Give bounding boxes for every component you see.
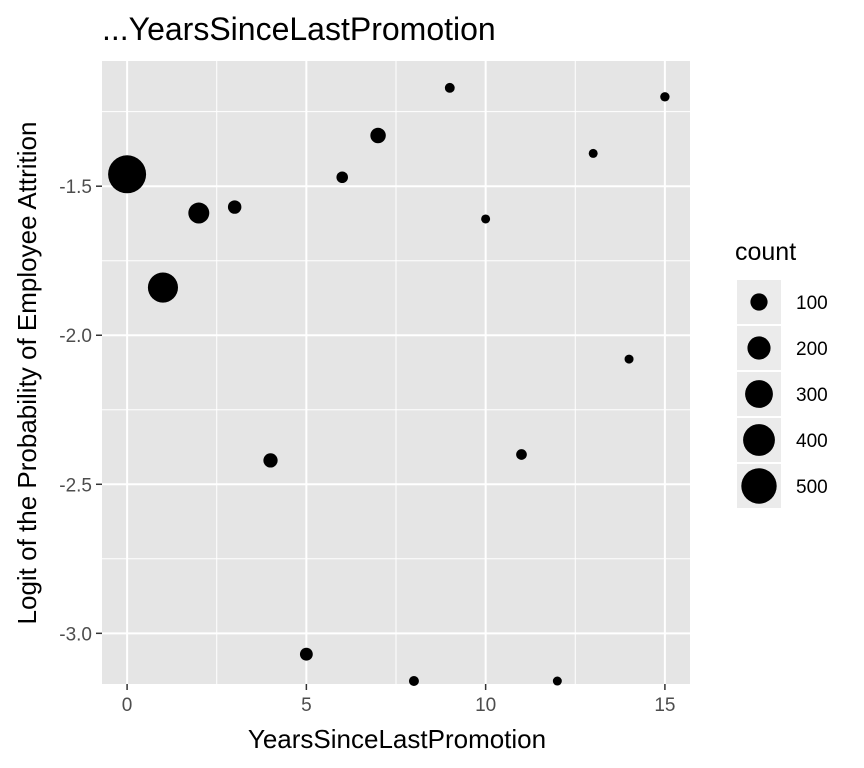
chart-title: ...YearsSinceLastPromotion	[102, 11, 496, 47]
legend-title: count	[735, 238, 796, 266]
legend-keys: 100 200 300 400 500	[737, 280, 828, 508]
scatter-point	[660, 92, 670, 102]
legend-label: 400	[796, 431, 828, 452]
x-axis-title: YearsSinceLastPromotion	[248, 724, 546, 754]
legend-label: 200	[796, 339, 828, 360]
x-tick-label: 0	[122, 695, 133, 716]
scatter-point	[227, 200, 242, 214]
scatter-point	[108, 155, 147, 194]
y-axis-title: Logit of the Probability of Employee Att…	[12, 122, 42, 625]
y-tick-label: -2.0	[59, 326, 92, 347]
legend-key-point	[750, 293, 768, 311]
x-tick-label: 15	[654, 695, 675, 716]
y-axis-ticks: -3.0 -2.5 -2.0 -1.5	[59, 177, 102, 645]
legend-label: 500	[796, 477, 828, 498]
scatter-point	[408, 676, 419, 687]
y-tick-label: -3.0	[59, 624, 92, 645]
x-tick-label: 10	[475, 695, 496, 716]
x-tick-label: 5	[301, 695, 312, 716]
y-tick-label: -1.5	[59, 177, 92, 198]
minor-gridlines	[102, 61, 690, 684]
legend-label: 100	[796, 293, 828, 314]
scatter-point	[147, 272, 179, 303]
legend-key-point	[745, 380, 773, 408]
scatter-point	[552, 676, 562, 686]
size-legend: count 100 200 300 400 500	[735, 238, 828, 508]
legend-key-point	[747, 336, 771, 360]
data-points	[108, 82, 670, 687]
legend-key-point	[741, 468, 777, 504]
scatter-point	[481, 214, 491, 224]
scatter-point	[370, 127, 386, 144]
legend-label: 300	[796, 385, 828, 406]
x-axis-ticks: 0 5 10 15	[122, 684, 675, 716]
legend-key-point	[743, 424, 775, 456]
scatter-point	[188, 202, 210, 224]
scatter-point	[444, 82, 455, 93]
scatter-point	[336, 171, 348, 184]
scatter-point	[588, 148, 598, 158]
y-tick-label: -2.5	[59, 475, 92, 496]
scatter-point	[299, 647, 313, 661]
scatter-point	[263, 453, 278, 468]
scatter-point	[624, 354, 634, 364]
scatter-point	[516, 449, 527, 460]
